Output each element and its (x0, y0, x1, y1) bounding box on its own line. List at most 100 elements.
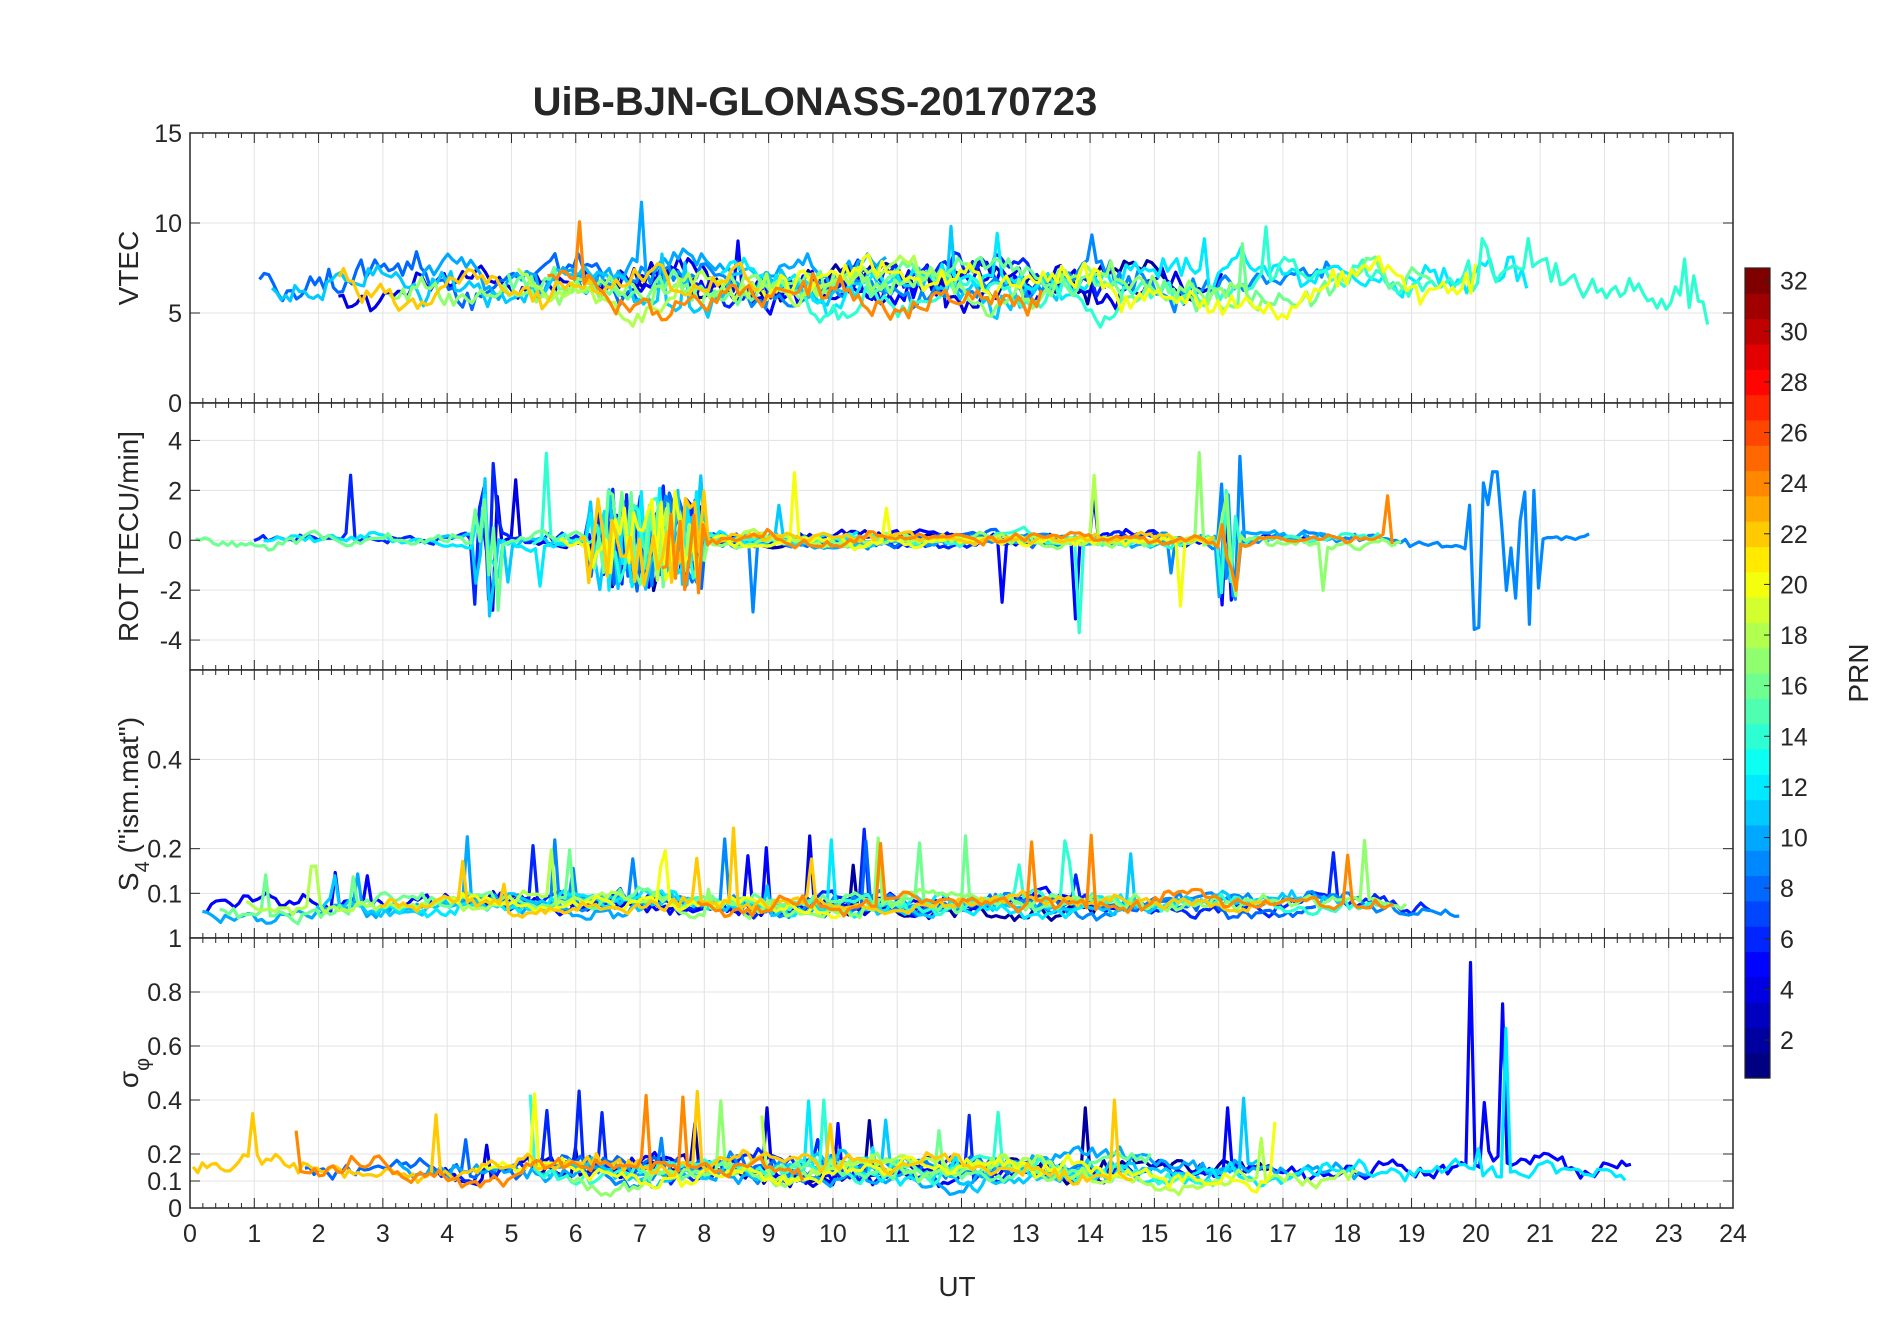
colorbar-tick-label: 32 (1780, 268, 1808, 296)
series-prn-24 (547, 220, 1043, 322)
colorbar-tick-label: 28 (1780, 369, 1808, 397)
x-tick-label: 21 (1526, 1220, 1554, 1248)
colorbar-tick-label: 14 (1780, 723, 1808, 751)
colorbar-segment (1745, 1052, 1770, 1079)
colorbar-segment (1745, 799, 1770, 826)
y-tick-label: 0.2 (147, 836, 182, 864)
colorbar-segment (1745, 597, 1770, 623)
x-tick-label: 11 (884, 1220, 910, 1248)
y-tick-label: 0 (168, 527, 182, 555)
series-prn-20 (447, 848, 842, 920)
x-tick-label: 9 (762, 1220, 776, 1248)
series-prn-12 (263, 486, 859, 592)
y-tick-label: 1 (168, 925, 182, 953)
colorbar-segment (1745, 748, 1770, 775)
chart-title: UiB-BJN-GLONASS-20170723 (533, 80, 1098, 124)
series-prn-22 (337, 261, 760, 312)
series-prn-20 (760, 253, 1478, 321)
y-tick-label: 0.8 (147, 979, 182, 1007)
x-tick-label: 13 (1012, 1220, 1040, 1248)
panel-s4-series (202, 826, 1460, 926)
y-tick-label: 15 (154, 120, 182, 148)
x-tick-label: 3 (376, 1220, 390, 1248)
y-tick-label: 5 (168, 300, 182, 328)
x-tick-label: 7 (633, 1220, 647, 1248)
x-tick-label: 19 (1398, 1220, 1426, 1248)
panel-sigma: 00.10.2 0.4 0.6 0.8 1 σφ (113, 925, 1734, 1223)
y-tick-label: 0.2 (147, 1141, 182, 1169)
x-tick-label: 5 (505, 1220, 519, 1248)
x-tick-label: 23 (1655, 1220, 1683, 1248)
colorbar-segment (1745, 647, 1770, 674)
y-tick-label: 0.6 (147, 1033, 182, 1061)
x-tick-label: 6 (569, 1220, 583, 1248)
series-prn-16 (506, 242, 1432, 313)
colorbar-tick-label: 10 (1780, 825, 1808, 853)
colorbar-tick-label: 2 (1780, 1027, 1794, 1055)
y-tick-label: 0.1 (147, 1168, 182, 1196)
colorbar-segment (1745, 343, 1770, 370)
panel-rot: -4 -2 0 2 4 ROT [TECU/min] (113, 402, 1734, 671)
x-tick-label: 1 (247, 1220, 261, 1248)
panel-s4: 0.1 0.2 0.4S4 ("ism.mat") (113, 669, 1734, 939)
colorbar-segment (1745, 445, 1770, 472)
x-tick-label: 20 (1462, 1220, 1490, 1248)
y-tick-label: 0 (168, 390, 182, 418)
colorbar-segment (1745, 951, 1770, 978)
colorbar-segment (1745, 293, 1770, 320)
x-tick-label: 15 (1140, 1220, 1168, 1248)
colorbar-tick-label: 22 (1780, 521, 1808, 549)
y-tick-label: 0.1 (147, 880, 182, 908)
colorbar-label: PRN (1843, 643, 1874, 702)
panel-vtec: 0 5 10 15 VTEC (113, 120, 1734, 418)
colorbar-segment (1745, 546, 1770, 573)
series-prn-20 (474, 1092, 1277, 1194)
y-tick-label: 2 (168, 477, 182, 505)
x-tick-label: 14 (1076, 1220, 1104, 1248)
x-tick-label: 18 (1333, 1220, 1361, 1248)
series-prn-24 (696, 833, 1394, 919)
colorbar-tick-label: 20 (1780, 571, 1808, 599)
colorbar-tick-label: 18 (1780, 622, 1808, 650)
colorbar-segment (1745, 850, 1770, 877)
series-prn-22 (191, 1089, 1133, 1186)
series-prn-16 (635, 1129, 1152, 1184)
panel-vtec-series (258, 200, 1710, 329)
colorbar-segment (1745, 1002, 1770, 1028)
x-tick-label: 17 (1269, 1220, 1297, 1248)
y-tick-label: 4 (168, 427, 182, 455)
colorbar-segment (1745, 900, 1770, 927)
colorbar-tick-label: 12 (1780, 774, 1808, 802)
panel-rot-ylabel: ROT [TECU/min] (113, 431, 144, 642)
colorbar-tick-label: 6 (1780, 926, 1794, 954)
y-tick-label: 0 (168, 1195, 182, 1223)
series-prn-22 (578, 489, 1216, 587)
panel-sigma-series (191, 960, 1632, 1198)
x-tick-label: 12 (948, 1220, 976, 1248)
colorbar-segment (1745, 394, 1770, 421)
x-axis-label: UT (938, 1271, 975, 1302)
series-prn-24 (661, 494, 1394, 595)
panel-vtec-ylabel: VTEC (113, 231, 144, 306)
y-tick-label: 0.4 (147, 746, 182, 774)
x-tick-label: 24 (1719, 1220, 1747, 1248)
y-tick-label: -2 (160, 577, 182, 605)
colorbar-segment (1745, 698, 1770, 725)
y-tick-label: 0.4 (147, 1087, 182, 1115)
x-tick-label: 22 (1591, 1220, 1619, 1248)
x-tick-label: 2 (312, 1220, 326, 1248)
x-tick-label: 16 (1205, 1220, 1233, 1248)
panel-s4-ylabel: S4 ("ism.mat") (113, 717, 154, 891)
y-tick-label: -4 (160, 627, 182, 655)
x-tick-label: 8 (697, 1220, 711, 1248)
colorbar-tick-label: 26 (1780, 420, 1808, 448)
colorbar-segment (1745, 495, 1770, 522)
series-prn-24 (294, 1093, 805, 1189)
series-prn-18 (760, 1115, 1358, 1197)
y-tick-label: 10 (154, 210, 182, 238)
colorbar-tick-label: 16 (1780, 673, 1808, 701)
colorbar-tick-label: 4 (1780, 976, 1794, 1004)
colorbar-tick-label: 8 (1780, 875, 1794, 903)
